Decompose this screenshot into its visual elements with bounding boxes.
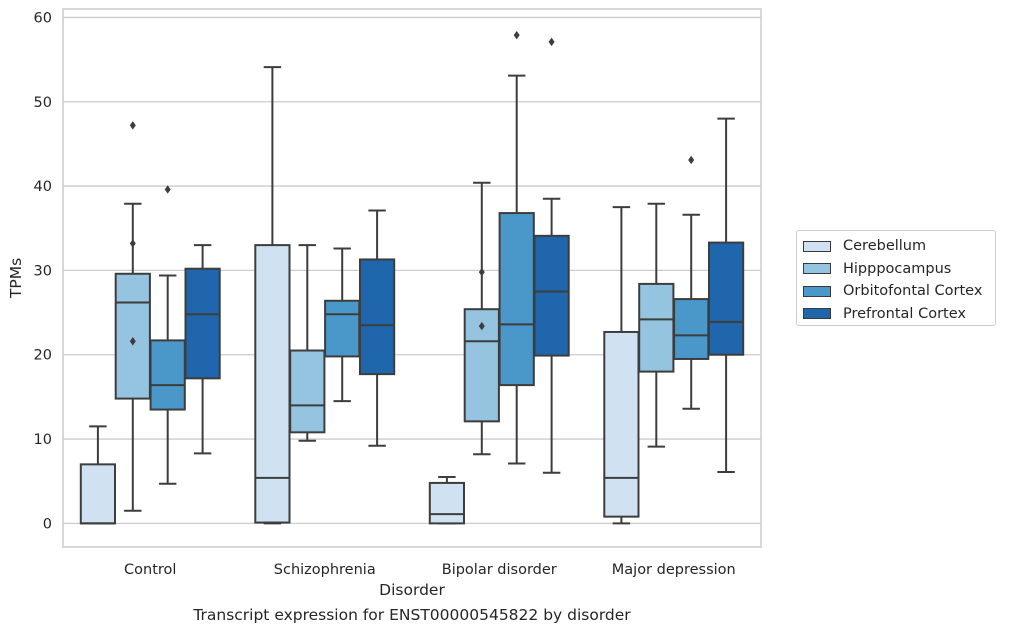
legend-label: Hipppocampus [843, 260, 952, 277]
box-iqr [428, 481, 466, 525]
legend-swatch [803, 263, 831, 275]
outlier-point [478, 267, 485, 277]
legend-swatch [803, 240, 831, 252]
outlier-point [478, 321, 485, 331]
box-iqr [603, 330, 640, 518]
box [149, 185, 186, 485]
y-tick-label: 30 [34, 263, 52, 279]
legend-item: Prefrontal Cortex [803, 303, 989, 326]
y-tick-label: 10 [34, 432, 52, 448]
outlier-point [688, 155, 695, 165]
box [114, 121, 151, 512]
box [707, 117, 745, 473]
legend: Cerebellum Hipppocampus Orbitofontal Corte… [796, 230, 996, 326]
box-iqr [79, 463, 117, 525]
y-tick-label: 0 [43, 516, 52, 532]
legend-swatch [803, 308, 831, 320]
outlier-point [129, 239, 136, 248]
y-tick-label: 60 [34, 10, 52, 26]
box-iqr [498, 212, 535, 387]
chart-caption: Transcript expression for ENST0000054582… [193, 606, 631, 624]
box-iqr [289, 349, 326, 434]
legend-item: Hipppocampus [803, 258, 989, 281]
series-orbitofontal-cortex [149, 30, 710, 485]
box [638, 202, 675, 448]
box-iqr [358, 258, 396, 376]
box [184, 244, 221, 455]
x-axis-ticks: Control Schizophrenia Bipolar disorder Majo… [124, 562, 736, 578]
series-hipppocampus [114, 121, 675, 512]
y-axis-ticks: 0 10 20 30 40 50 60 [34, 10, 52, 532]
legend-label: Orbitofontal Cortex [843, 283, 983, 300]
box-iqr [254, 244, 291, 524]
legend-item: Orbitofontal Cortex [803, 280, 989, 303]
box [254, 66, 291, 525]
box [498, 30, 535, 465]
box-iqr [673, 298, 710, 360]
outlier-point [164, 185, 171, 194]
box-iqr [707, 241, 745, 356]
legend-swatch [803, 285, 831, 297]
box [428, 476, 466, 525]
y-axis-label: TPMs [7, 258, 25, 299]
box [603, 206, 640, 525]
y-tick-label: 20 [34, 348, 52, 364]
box-iqr [114, 272, 151, 400]
box-iqr [533, 234, 570, 357]
y-tick-label: 40 [34, 179, 52, 195]
outlier-point [513, 30, 520, 40]
x-tick-label: Major depression [612, 562, 736, 578]
box-iqr [638, 282, 675, 373]
box [324, 247, 361, 403]
x-tick-label: Control [124, 562, 176, 578]
x-axis-label: Disorder [379, 581, 445, 599]
box-iqr [149, 339, 186, 411]
legend-label: Prefrontal Cortex [843, 305, 966, 322]
y-tick-label: 50 [34, 95, 52, 111]
box [463, 181, 500, 456]
plot-frame [62, 8, 762, 548]
box-series [79, 30, 745, 525]
outlier-point [129, 121, 136, 130]
series-prefrontal-cortex [184, 37, 745, 474]
box [533, 37, 570, 474]
x-tick-label: Bipolar disorder [442, 562, 557, 578]
box-iqr [184, 267, 221, 380]
box [673, 155, 710, 410]
box [79, 425, 117, 525]
box-iqr [324, 299, 361, 358]
box [289, 244, 326, 442]
outlier-point [548, 37, 555, 47]
legend-label: Cerebellum [843, 238, 927, 255]
outlier-point [129, 337, 136, 346]
legend-item: Cerebellum [803, 235, 989, 258]
box [358, 209, 396, 447]
x-tick-label: Schizophrenia [274, 562, 376, 578]
